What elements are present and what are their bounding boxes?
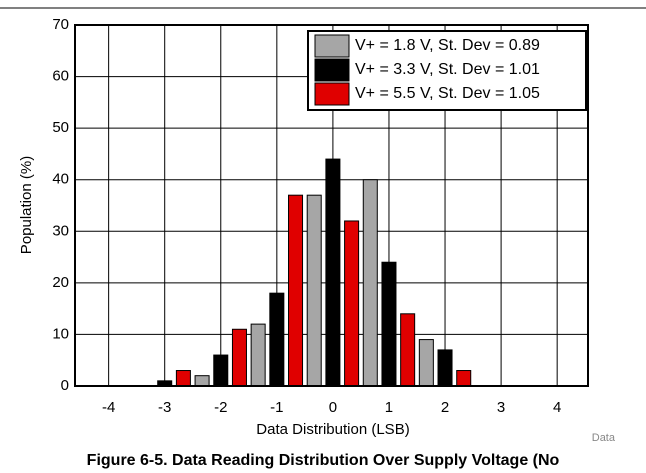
y-tick-label: 40 bbox=[52, 171, 69, 188]
legend-box bbox=[307, 30, 587, 111]
bar bbox=[213, 354, 229, 387]
bar bbox=[418, 339, 434, 387]
bar bbox=[456, 370, 472, 387]
legend-swatch bbox=[314, 82, 350, 106]
y-tick-label: 70 bbox=[52, 16, 69, 33]
legend-label: V+ = 1.8 V, St. Dev = 0.89 bbox=[355, 37, 540, 54]
plot-frame bbox=[74, 24, 589, 387]
x-tick-label: 0 bbox=[329, 399, 337, 416]
bar bbox=[175, 370, 191, 387]
legend-swatch bbox=[314, 34, 350, 58]
x-tick-label: -3 bbox=[158, 399, 171, 416]
x-tick-label: -1 bbox=[270, 399, 283, 416]
y-tick-label: 30 bbox=[52, 222, 69, 239]
x-tick-label: 4 bbox=[553, 399, 561, 416]
y-tick-label: 0 bbox=[61, 377, 69, 394]
bar bbox=[381, 261, 397, 387]
y-axis-label: Population (%) bbox=[18, 156, 35, 254]
bar bbox=[194, 375, 210, 387]
bar bbox=[362, 179, 378, 387]
bar bbox=[437, 349, 453, 387]
x-tick-label: 3 bbox=[497, 399, 505, 416]
x-tick-label: -2 bbox=[214, 399, 227, 416]
x-tick-label: 1 bbox=[385, 399, 393, 416]
bar bbox=[231, 328, 247, 387]
bar bbox=[288, 194, 304, 387]
figure-caption: Figure 6-5. Data Reading Distribution Ov… bbox=[87, 452, 560, 469]
y-tick-label: 50 bbox=[52, 119, 69, 136]
legend-swatch bbox=[314, 58, 350, 82]
y-tick-label: 60 bbox=[52, 68, 69, 85]
legend-label: V+ = 5.5 V, St. Dev = 1.05 bbox=[355, 85, 540, 102]
bar bbox=[306, 194, 322, 387]
bar bbox=[344, 220, 360, 387]
bar bbox=[250, 323, 266, 387]
y-tick-label: 10 bbox=[52, 325, 69, 342]
y-tick-label: 20 bbox=[52, 274, 69, 291]
source-note: Data bbox=[592, 432, 616, 444]
x-tick-label: 2 bbox=[441, 399, 449, 416]
bar bbox=[400, 313, 416, 387]
x-axis-label: Data Distribution (LSB) bbox=[256, 421, 409, 438]
legend-label: V+ = 3.3 V, St. Dev = 1.01 bbox=[355, 61, 540, 78]
x-tick-label: -4 bbox=[102, 399, 115, 416]
bar bbox=[269, 292, 285, 387]
bar bbox=[325, 158, 341, 387]
